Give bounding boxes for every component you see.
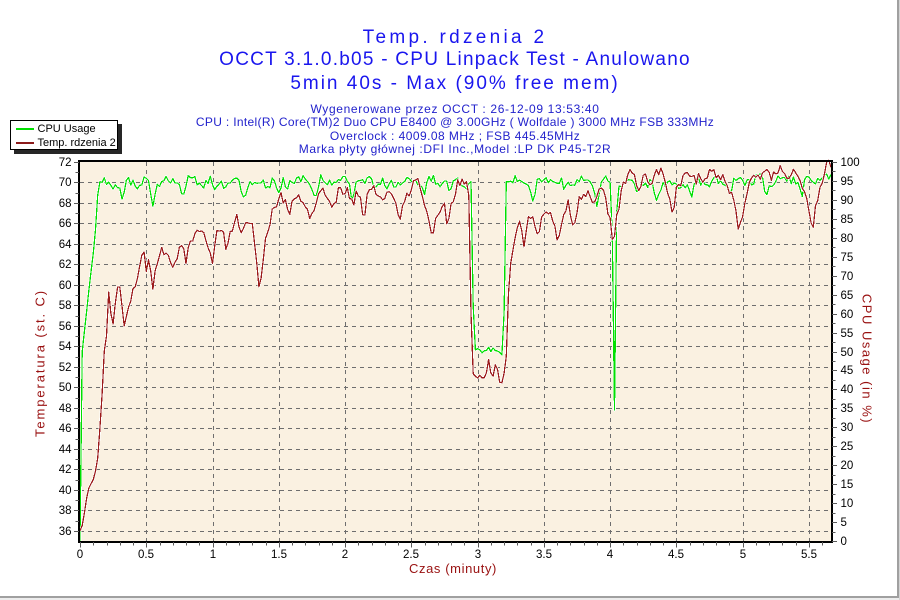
svg-text:60: 60 — [841, 309, 854, 321]
svg-text:15: 15 — [841, 479, 854, 491]
svg-text:60: 60 — [59, 280, 72, 292]
svg-text:2: 2 — [342, 549, 348, 561]
svg-text:46: 46 — [59, 423, 72, 435]
svg-text:50: 50 — [841, 347, 854, 359]
svg-text:30: 30 — [841, 422, 854, 434]
svg-text:75: 75 — [841, 252, 854, 264]
svg-text:5: 5 — [841, 517, 847, 529]
svg-text:20: 20 — [841, 460, 854, 472]
svg-text:3.5: 3.5 — [536, 549, 552, 561]
svg-text:70: 70 — [841, 271, 854, 283]
svg-text:10: 10 — [841, 498, 854, 510]
svg-text:4: 4 — [607, 549, 614, 561]
svg-text:64: 64 — [59, 239, 72, 251]
svg-text:70: 70 — [59, 177, 72, 189]
svg-text:40: 40 — [841, 384, 854, 396]
svg-text:58: 58 — [59, 300, 72, 312]
svg-text:1.5: 1.5 — [271, 549, 287, 561]
svg-text:25: 25 — [841, 441, 854, 453]
svg-text:40: 40 — [59, 485, 72, 497]
svg-text:66: 66 — [59, 218, 72, 230]
svg-text:44: 44 — [59, 444, 72, 456]
svg-text:95: 95 — [841, 176, 854, 188]
svg-text:35: 35 — [841, 403, 854, 415]
svg-text:72: 72 — [59, 157, 72, 169]
svg-text:5.5: 5.5 — [801, 549, 817, 561]
svg-text:85: 85 — [841, 214, 854, 226]
svg-text:1: 1 — [210, 549, 216, 561]
svg-text:36: 36 — [59, 526, 72, 538]
svg-text:54: 54 — [59, 341, 72, 353]
svg-text:100: 100 — [841, 157, 860, 169]
svg-text:52: 52 — [59, 362, 72, 374]
svg-text:0: 0 — [841, 536, 847, 548]
svg-text:65: 65 — [841, 290, 854, 302]
svg-text:62: 62 — [59, 259, 72, 271]
svg-text:56: 56 — [59, 321, 72, 333]
svg-text:90: 90 — [841, 195, 854, 207]
svg-text:55: 55 — [841, 328, 854, 340]
svg-text:48: 48 — [59, 403, 72, 415]
svg-text:5: 5 — [740, 549, 746, 561]
svg-text:2.5: 2.5 — [403, 549, 419, 561]
svg-text:80: 80 — [841, 233, 854, 245]
svg-text:50: 50 — [59, 382, 72, 394]
svg-text:0: 0 — [77, 549, 83, 561]
svg-text:3: 3 — [475, 549, 481, 561]
svg-text:0.5: 0.5 — [138, 549, 154, 561]
svg-text:42: 42 — [59, 464, 72, 476]
svg-text:38: 38 — [59, 505, 72, 517]
svg-text:68: 68 — [59, 198, 72, 210]
svg-text:4.5: 4.5 — [668, 549, 684, 561]
svg-text:45: 45 — [841, 365, 854, 377]
